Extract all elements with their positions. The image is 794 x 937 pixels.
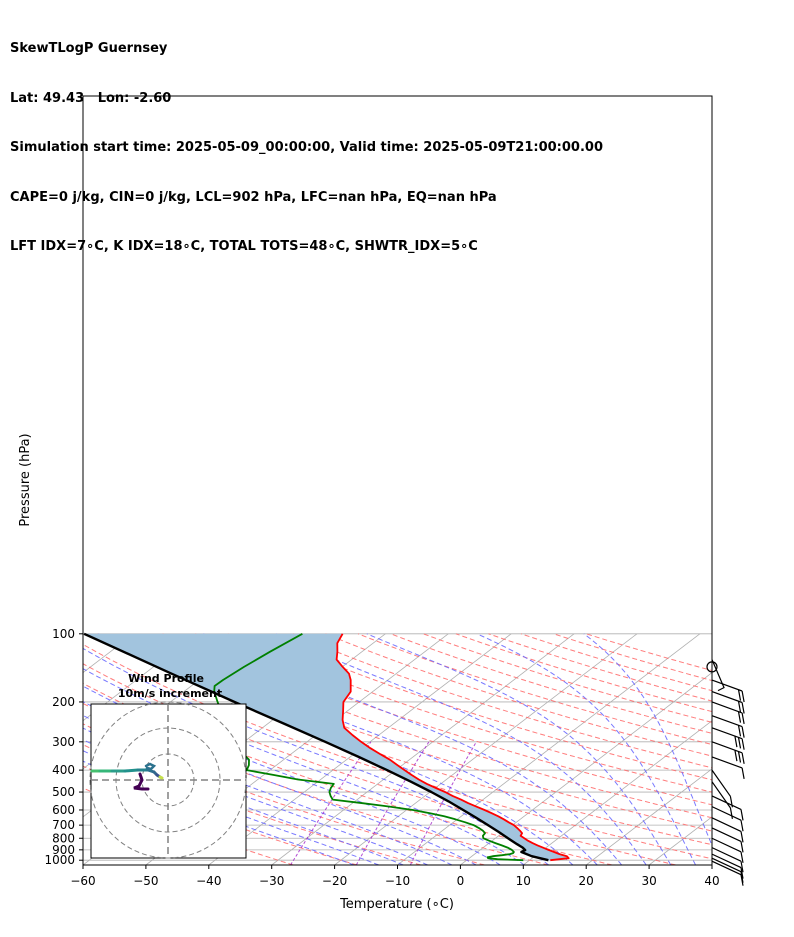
hodograph-trace (133, 772, 150, 791)
x-tick-label: −60 (70, 874, 95, 888)
wind-barb (711, 837, 744, 863)
wind-barbs-layer (706, 659, 745, 886)
isotherm-line (523, 720, 712, 865)
moist-adiabat (275, 633, 647, 865)
wind-barb (711, 795, 744, 821)
isotherm-line (711, 864, 712, 865)
mixing-ratio-line (409, 741, 477, 865)
dry-adiabat (162, 633, 712, 819)
axes-layer: −60 −50 −40 −30 −20 −10 0 10 20 30 40 1000900800700… (44, 627, 719, 888)
dry-adiabat (194, 633, 712, 806)
wind-barb (711, 691, 745, 714)
wind-barb (711, 806, 744, 832)
x-tick-label: 20 (579, 874, 594, 888)
dry-adiabat (357, 633, 712, 746)
mixing-ratio-line (290, 741, 372, 865)
x-tick-label: −40 (196, 874, 221, 888)
dry-adiabat (83, 663, 677, 865)
hodograph-trace (144, 762, 157, 771)
temperature-line (335, 633, 570, 862)
wind-barb (711, 827, 744, 853)
hodograph-trace (123, 768, 140, 773)
y-tick-label: 300 (52, 735, 75, 749)
wind-barb (711, 679, 745, 703)
x-tick-label: 0 (457, 874, 465, 888)
y-tick-label: 700 (52, 818, 75, 832)
y-tick-label: 1000 (44, 853, 75, 867)
x-tick-label: −10 (385, 874, 410, 888)
x-tick-label: 30 (641, 874, 656, 888)
dry-adiabat (83, 702, 549, 865)
isotherm-line (83, 633, 197, 722)
index-line: LFT IDX=7∘C, K IDX=18∘C, TOTAL TOTS=48∘C… (10, 239, 478, 254)
y-tick-label: 200 (52, 695, 75, 709)
wind-barb (711, 659, 725, 692)
cin-shading (84, 633, 569, 861)
isotherm-line (271, 633, 575, 865)
y-tick-label: 100 (52, 627, 75, 641)
dry-adiabat (129, 633, 712, 832)
wind-barb (711, 756, 745, 780)
chart-title-block: SkewTLogP Guernsey Lat: 49.43 Lon: -2.60… (10, 8, 603, 272)
x-tick-label: −30 (259, 874, 284, 888)
time-line: Simulation start time: 2025-05-09_00:00:… (10, 140, 603, 155)
wind-barb (711, 860, 744, 886)
x-tick-label: 40 (704, 874, 719, 888)
wind-barb (711, 853, 744, 879)
x-tick-label: −50 (133, 874, 158, 888)
wind-barb (711, 741, 745, 764)
moist-adiabat (583, 633, 712, 847)
dry-adiabat (83, 643, 712, 860)
wind-barb (711, 817, 744, 843)
x-tick-label: −20 (322, 874, 347, 888)
dry-adiabat (292, 633, 712, 769)
moist-adiabat (203, 633, 623, 865)
moist-adiabat (145, 633, 598, 865)
moist-adiabat (366, 633, 672, 865)
x-axis-label: Temperature (∘C) (339, 897, 454, 912)
x-tick-label: 10 (516, 874, 531, 888)
y-tick-label: 900 (52, 843, 75, 857)
dry-adiabat (553, 633, 712, 682)
chart-title: SkewTLogP Guernsey (10, 41, 168, 56)
wind-barb (711, 727, 745, 750)
cape-line: CAPE=0 j/kg, CIN=0 j/kg, LCL=902 hPa, LF… (10, 189, 497, 205)
wind-barb (711, 769, 733, 808)
wind-barb (706, 661, 718, 673)
y-tick-label: 500 (52, 785, 75, 799)
y-tick-label: 800 (52, 831, 75, 845)
isotherm-line (585, 768, 712, 865)
y-tick-label: 600 (52, 803, 75, 817)
dry-adiabat (520, 633, 712, 692)
dry-adiabat (586, 633, 712, 672)
y-tick-label: 400 (52, 763, 75, 777)
wind-barb (711, 701, 745, 725)
moist-adiabat (83, 727, 428, 865)
hodograph-inset: Wind Profile 10m/s increment (89, 672, 247, 859)
hodograph-subtitle: 10m/s increment (118, 687, 222, 700)
parcel-profile-line (83, 632, 549, 862)
isotherm-line (334, 633, 638, 865)
moist-adiabat (476, 633, 697, 865)
isotherm-line (648, 816, 712, 865)
hodograph-title: Wind Profile (128, 672, 204, 685)
wind-barb (711, 847, 744, 873)
dry-adiabat (83, 723, 485, 865)
moist-adiabat (83, 701, 477, 865)
location-line: Lat: 49.43 Lon: -2.60 (10, 90, 172, 106)
isotherm-line (0, 634, 8, 865)
wind-barb (711, 715, 745, 738)
hodograph-trace (158, 775, 164, 780)
moist-adiabat (97, 633, 574, 865)
dry-adiabat (227, 633, 712, 793)
y-axis-label: Pressure (hPa) (18, 433, 33, 526)
